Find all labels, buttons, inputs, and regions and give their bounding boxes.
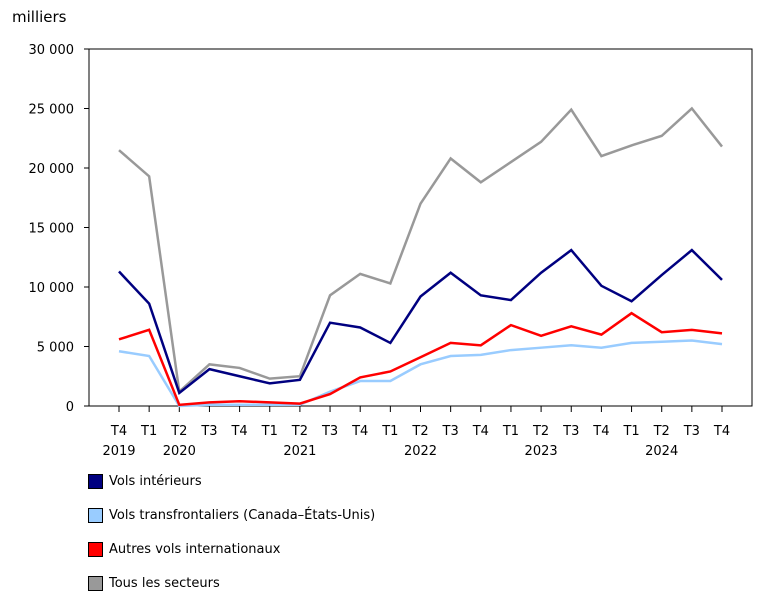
x-tick-label: T4 (592, 424, 609, 439)
x-tick-label: T4 (110, 424, 127, 439)
y-axis-label: milliers (12, 8, 67, 26)
x-tick-label: T3 (200, 424, 217, 439)
legend-swatch (88, 508, 103, 523)
x-tick-label: T1 (502, 424, 519, 439)
legend-label: Vols intérieurs (109, 474, 202, 489)
legend-swatch (88, 542, 103, 557)
y-tick-label: 0 (66, 400, 74, 415)
x-tick-label: T1 (261, 424, 278, 439)
series-line-3 (118, 106, 723, 395)
y-tick-label: 10 000 (29, 281, 75, 296)
series-line-0 (118, 248, 723, 395)
x-tick-label: T1 (381, 424, 398, 439)
legend-label: Vols transfrontaliers (Canada–États-Unis… (109, 508, 376, 523)
legend-item: Vols transfrontaliers (Canada–États-Unis… (88, 508, 375, 523)
x-tick-label: T4 (351, 424, 368, 439)
x-tick-label: T4 (230, 424, 247, 439)
legend-swatch (88, 576, 103, 591)
year-label: 2023 (525, 444, 558, 459)
series-line-2 (118, 311, 723, 407)
x-tick-label: T2 (291, 424, 308, 439)
legend-label: Tous les secteurs (109, 576, 220, 591)
legend-item: Tous les secteurs (88, 576, 220, 591)
x-tick-label: T2 (653, 424, 670, 439)
legend-label: Autres vols internationaux (109, 542, 281, 557)
x-tick-label: T4 (713, 424, 730, 439)
year-label: 2020 (163, 444, 196, 459)
line-chart: milliers 0 5 000 10 000 15 000 20 000 25 000 3… (12, 8, 753, 459)
x-tick-label: T3 (321, 424, 338, 439)
x-tick-label: T1 (622, 424, 639, 439)
x-tick-label: T3 (442, 424, 459, 439)
year-label: 2021 (283, 444, 316, 459)
plot-frame (88, 48, 753, 407)
year-label: 2024 (645, 444, 678, 459)
x-tick-label: T2 (411, 424, 428, 439)
y-tick-label: 15 000 (29, 222, 75, 237)
x-tick-label: T2 (170, 424, 187, 439)
x-tick-label: T3 (683, 424, 700, 439)
year-label: 2019 (102, 444, 135, 459)
y-tick-label: 30 000 (29, 43, 75, 58)
x-tick-label: T3 (562, 424, 579, 439)
legend-swatch (88, 474, 103, 489)
y-tick-label: 25 000 (29, 103, 75, 118)
x-tick-label: T2 (532, 424, 549, 439)
y-tick-label: 20 000 (29, 162, 75, 177)
x-tick-label: T4 (472, 424, 489, 439)
x-tick-label: T1 (140, 424, 157, 439)
year-label: 2022 (404, 444, 437, 459)
y-tick-label: 5 000 (37, 341, 74, 356)
legend-item: Autres vols internationaux (88, 542, 280, 557)
series-line-1 (118, 339, 723, 408)
legend-item: Vols intérieurs (88, 474, 202, 489)
